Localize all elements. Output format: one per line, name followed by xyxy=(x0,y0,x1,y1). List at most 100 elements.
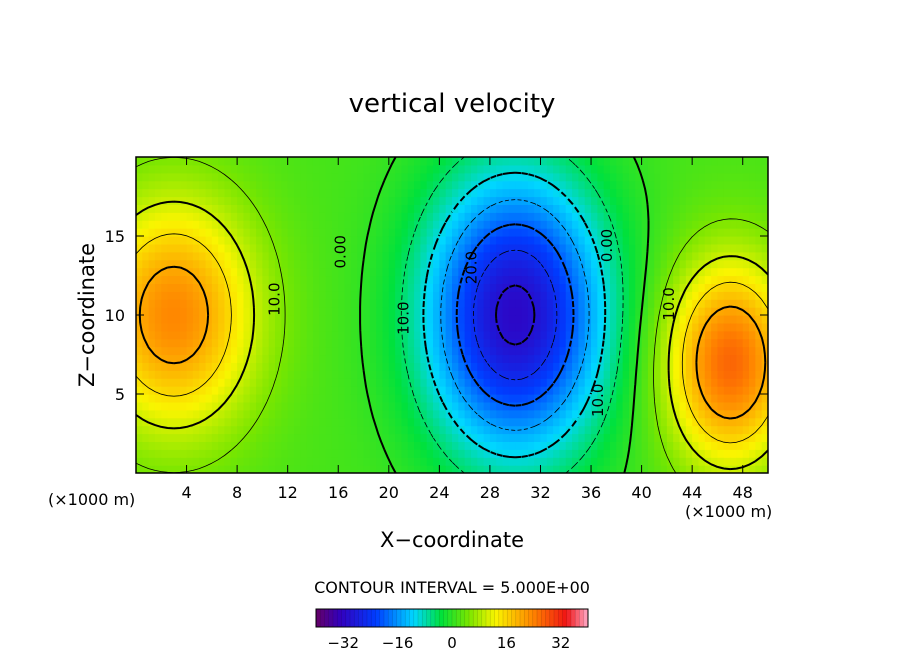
field-cell xyxy=(268,220,276,229)
field-cell xyxy=(559,322,567,332)
field-cell xyxy=(237,291,245,300)
field-cell xyxy=(521,236,529,245)
field-cell xyxy=(154,457,162,466)
field-cell xyxy=(483,457,491,466)
field-cell xyxy=(211,267,219,277)
field-cell xyxy=(692,275,700,284)
field-cell xyxy=(376,370,384,379)
field-cell xyxy=(186,228,194,237)
colorbar-cell xyxy=(545,609,551,627)
field-cell xyxy=(325,409,333,419)
field-cell xyxy=(464,251,472,261)
field-cell xyxy=(755,409,763,419)
field-cell xyxy=(230,433,238,442)
field-cell xyxy=(376,401,384,411)
field-cell xyxy=(161,338,169,348)
field-cell xyxy=(692,212,700,221)
field-cell xyxy=(275,299,282,308)
field-cell xyxy=(388,338,396,348)
field-cell xyxy=(470,346,478,356)
contour-line--10 xyxy=(422,171,607,459)
field-cell xyxy=(363,315,371,324)
field-cell xyxy=(483,220,491,229)
field-cell xyxy=(211,188,219,198)
field-cell xyxy=(426,433,434,442)
field-cell xyxy=(742,433,750,442)
field-cell xyxy=(300,457,308,466)
field-cell xyxy=(426,322,434,332)
field-cell xyxy=(597,330,605,340)
field-cell xyxy=(388,259,396,269)
field-cell xyxy=(237,228,245,237)
field-cell xyxy=(268,370,276,379)
field-cell xyxy=(439,322,447,332)
field-cell xyxy=(407,275,415,284)
field-cell xyxy=(312,172,320,182)
field-cell xyxy=(186,243,194,253)
field-cell xyxy=(628,243,636,253)
field-cell xyxy=(673,386,681,395)
field-cell xyxy=(527,220,535,229)
field-cell xyxy=(534,283,542,292)
field-cell xyxy=(148,330,156,340)
field-cell xyxy=(268,228,276,237)
field-cell xyxy=(553,172,561,182)
field-cell xyxy=(363,417,371,427)
field-cell xyxy=(388,228,396,237)
field-cell xyxy=(489,220,497,229)
field-cell xyxy=(300,417,308,427)
field-cell xyxy=(256,370,263,379)
field-cell xyxy=(395,243,403,253)
field-cell xyxy=(717,236,725,245)
field-cell xyxy=(521,164,529,174)
field-cell xyxy=(243,267,251,277)
field-cell xyxy=(382,236,390,245)
field-cell xyxy=(489,188,497,198)
field-cell xyxy=(312,204,320,213)
field-cell xyxy=(180,441,188,450)
field-cell xyxy=(218,157,226,166)
field-cell xyxy=(635,212,643,221)
field-cell xyxy=(294,330,301,340)
field-cell xyxy=(578,291,586,300)
field-cell xyxy=(458,307,466,316)
field-cell xyxy=(395,441,403,450)
field-cell xyxy=(584,275,592,284)
field-cell xyxy=(357,401,365,411)
field-cell xyxy=(350,338,358,348)
field-cell xyxy=(186,220,194,229)
field-cell xyxy=(230,267,238,277)
field-cell xyxy=(565,465,573,473)
field-cell xyxy=(698,441,706,450)
field-cell xyxy=(452,283,459,292)
field-cell xyxy=(527,196,535,205)
field-cell xyxy=(433,299,440,308)
field-cell xyxy=(344,283,352,292)
field-cell xyxy=(281,228,289,237)
field-cell xyxy=(414,172,421,182)
field-cell xyxy=(407,164,415,174)
colorbar-cell xyxy=(388,609,393,627)
field-cell xyxy=(723,283,731,292)
field-cell xyxy=(477,362,485,371)
field-cell xyxy=(704,267,712,277)
field-cell xyxy=(136,157,143,166)
field-cell xyxy=(388,457,396,466)
field-cell xyxy=(622,370,630,379)
field-cell xyxy=(647,180,655,190)
field-cell xyxy=(154,259,162,269)
field-cell xyxy=(237,212,245,221)
field-cell xyxy=(553,259,561,269)
field-cell xyxy=(319,441,327,450)
field-cell xyxy=(515,441,523,450)
field-cell xyxy=(192,370,200,379)
field-cell xyxy=(325,378,333,387)
field-cell xyxy=(622,346,630,356)
field-cell xyxy=(546,299,554,308)
field-cell xyxy=(275,322,282,332)
field-cell xyxy=(287,283,295,292)
field-cell xyxy=(256,164,263,174)
field-cell xyxy=(565,291,573,300)
field-cell xyxy=(224,457,232,466)
field-cell xyxy=(698,370,706,379)
